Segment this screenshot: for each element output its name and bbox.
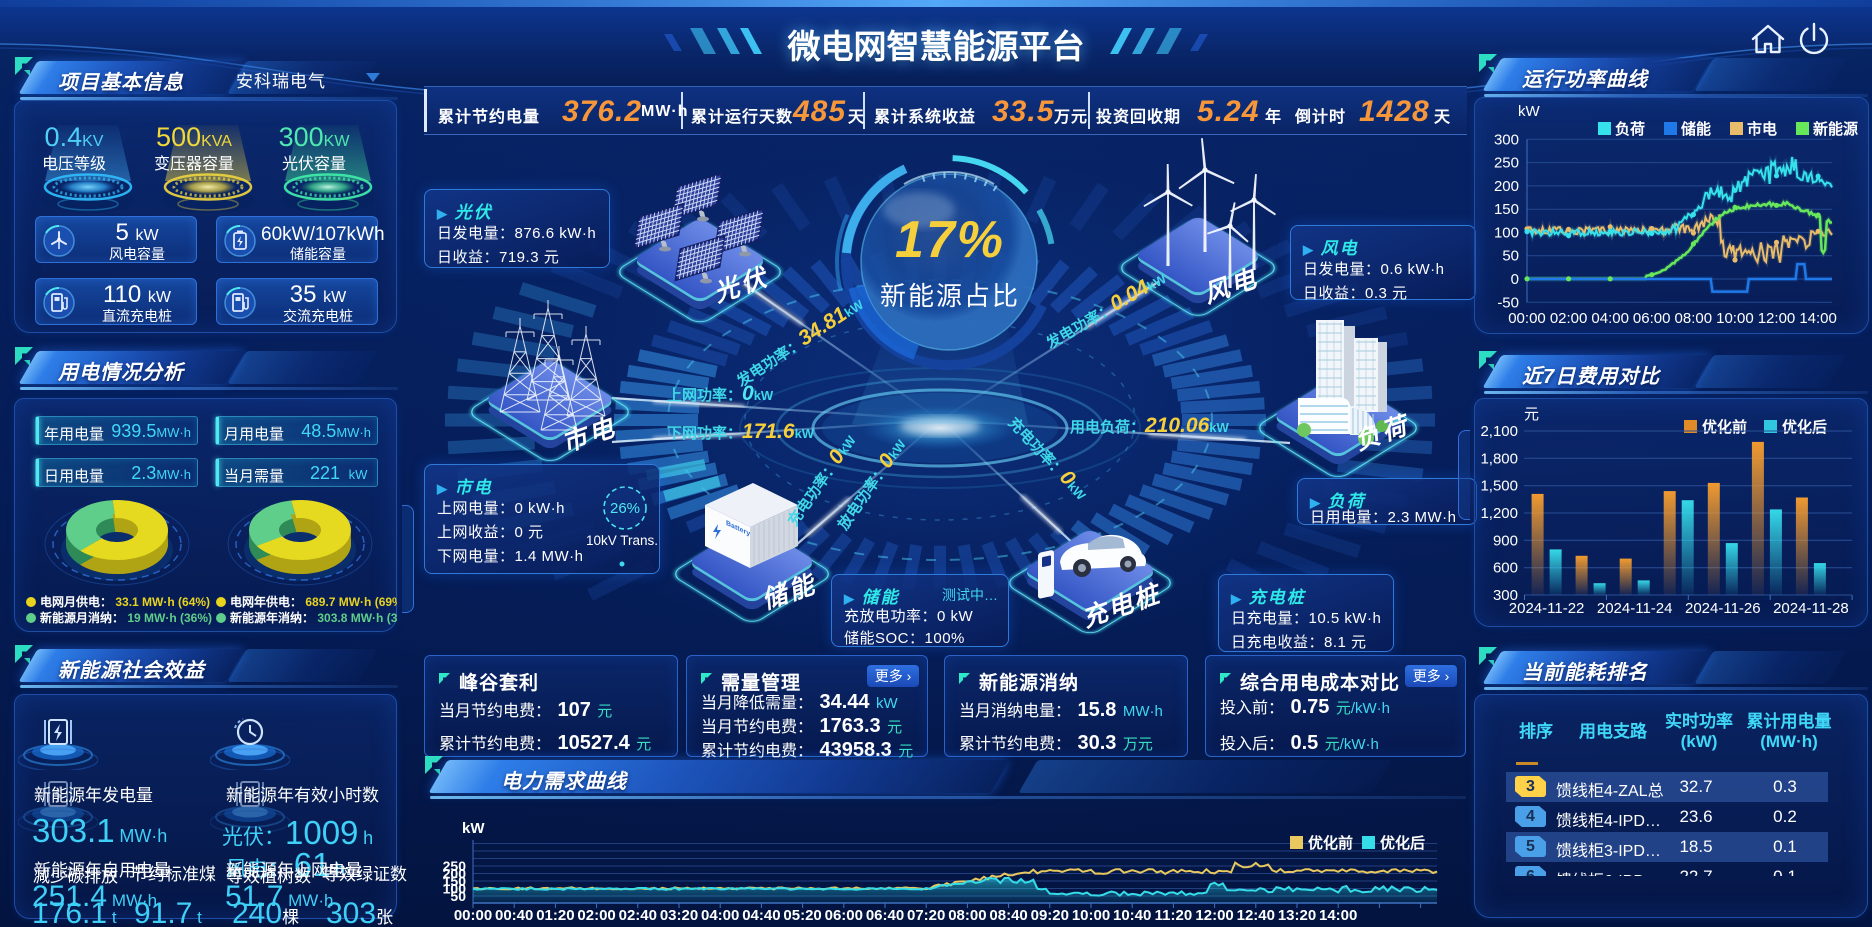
svg-text:负荷: 负荷 — [1615, 120, 1645, 138]
svg-text:02:00: 02:00 — [577, 907, 615, 924]
svg-text:50: 50 — [1502, 248, 1519, 265]
svg-text:600: 600 — [1493, 560, 1518, 577]
svg-text:2024-11-24: 2024-11-24 — [1597, 600, 1673, 617]
svg-text:06:00: 06:00 — [825, 907, 863, 924]
svg-text:2024-11-28: 2024-11-28 — [1773, 600, 1849, 617]
svg-text:100: 100 — [443, 881, 467, 897]
svg-text:10kV Trans.: 10kV Trans. — [586, 533, 658, 548]
svg-text:储能: 储能 — [1681, 120, 1711, 138]
svg-text:300: 300 — [1493, 587, 1518, 604]
svg-text:元: 元 — [1524, 406, 1539, 423]
svg-text:12:00: 12:00 — [1195, 907, 1233, 924]
svg-text:100: 100 — [1494, 224, 1519, 241]
svg-text:1,200: 1,200 — [1480, 505, 1518, 522]
svg-text:新能源: 新能源 — [1813, 120, 1858, 138]
svg-text:12:40: 12:40 — [1237, 907, 1275, 924]
svg-text:1,800: 1,800 — [1480, 450, 1518, 467]
svg-text:08:00: 08:00 — [1675, 310, 1713, 327]
svg-text:14:00: 14:00 — [1319, 907, 1357, 924]
svg-text:10:40: 10:40 — [1113, 907, 1151, 924]
svg-text:2024-11-26: 2024-11-26 — [1685, 600, 1761, 617]
svg-text:00:00: 00:00 — [454, 907, 492, 924]
svg-text:05:20: 05:20 — [783, 907, 821, 924]
svg-text:-50: -50 — [1497, 294, 1519, 311]
svg-text:06:00: 06:00 — [1633, 310, 1671, 327]
svg-text:12:00: 12:00 — [1758, 310, 1796, 327]
svg-text:00:00: 00:00 — [1508, 310, 1546, 327]
svg-text:kW: kW — [1518, 103, 1541, 120]
svg-text:优化前: 优化前 — [1702, 418, 1747, 436]
svg-text:11:20: 11:20 — [1155, 907, 1193, 924]
svg-text:04:00: 04:00 — [1591, 310, 1629, 327]
svg-text:14:00: 14:00 — [1799, 310, 1837, 327]
svg-text:300: 300 — [1494, 131, 1519, 148]
svg-text:17%: 17% — [895, 211, 1005, 269]
svg-text:150: 150 — [1494, 201, 1519, 218]
svg-text:00:40: 00:40 — [495, 907, 533, 924]
svg-text:优化后: 优化后 — [1782, 418, 1827, 436]
svg-text:02:00: 02:00 — [1550, 310, 1588, 327]
svg-text:优化后: 优化后 — [1380, 834, 1425, 852]
svg-text:200: 200 — [443, 866, 467, 882]
svg-text:250: 250 — [443, 858, 467, 874]
svg-text:06:40: 06:40 — [866, 907, 904, 924]
svg-text:01:20: 01:20 — [536, 907, 574, 924]
svg-text:13:20: 13:20 — [1278, 907, 1316, 924]
svg-text:1,500: 1,500 — [1480, 478, 1518, 495]
svg-text:新能源占比: 新能源占比 — [880, 281, 1020, 311]
svg-text:08:00: 08:00 — [948, 907, 986, 924]
svg-text:50: 50 — [450, 888, 466, 904]
svg-text:2024-11-22: 2024-11-22 — [1509, 600, 1585, 617]
svg-text:03:20: 03:20 — [660, 907, 698, 924]
svg-text:26%: 26% — [610, 500, 640, 517]
svg-text:04:40: 04:40 — [742, 907, 780, 924]
svg-text:0: 0 — [1511, 271, 1519, 288]
svg-text:08:40: 08:40 — [989, 907, 1027, 924]
svg-text:07:20: 07:20 — [907, 907, 945, 924]
svg-text:优化前: 优化前 — [1308, 834, 1353, 852]
svg-text:09:20: 09:20 — [1031, 907, 1069, 924]
svg-text:200: 200 — [1494, 178, 1519, 195]
svg-text:250: 250 — [1494, 155, 1519, 172]
svg-text:10:00: 10:00 — [1716, 310, 1754, 327]
svg-text:kW: kW — [462, 820, 485, 837]
svg-text:市电: 市电 — [1747, 120, 1777, 138]
svg-text:150: 150 — [443, 873, 467, 889]
svg-text:04:00: 04:00 — [701, 907, 739, 924]
svg-text:900: 900 — [1493, 532, 1518, 549]
svg-text:10:00: 10:00 — [1072, 907, 1110, 924]
svg-text:2,100: 2,100 — [1480, 423, 1518, 440]
svg-text:02:40: 02:40 — [619, 907, 657, 924]
